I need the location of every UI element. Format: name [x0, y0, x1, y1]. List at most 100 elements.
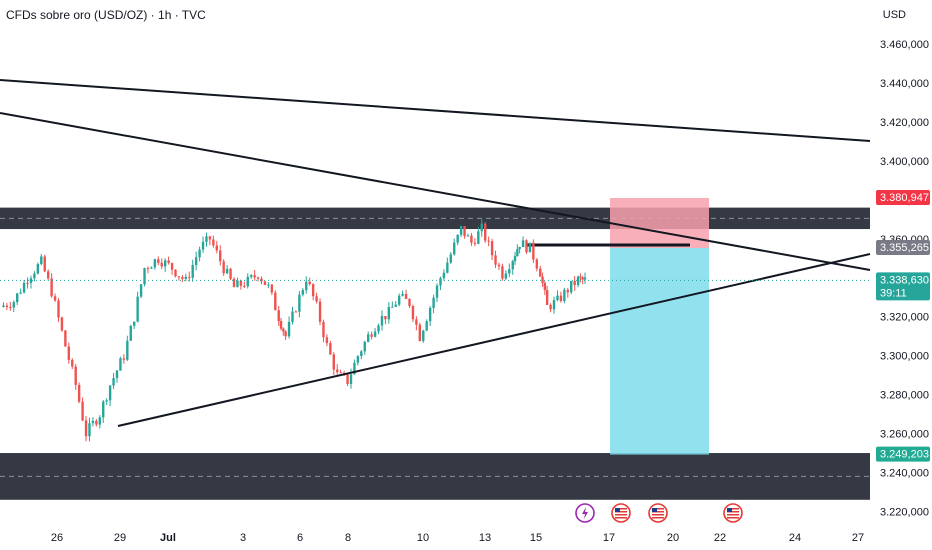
candle	[387, 307, 391, 320]
price-tag	[876, 240, 930, 256]
y-tick-label: 3.300,000	[880, 351, 929, 363]
candle	[543, 282, 547, 291]
candle	[170, 263, 174, 270]
x-tick-label: 29	[114, 532, 126, 544]
candle	[184, 276, 188, 279]
upper-descending-1[interactable]	[0, 79, 871, 142]
candle	[84, 420, 88, 437]
y-tick-label: 3.280,000	[880, 390, 929, 402]
candle	[521, 240, 525, 247]
flag-stripe	[727, 511, 739, 513]
candle	[29, 278, 33, 283]
upper-descending-2[interactable]	[0, 112, 871, 271]
candle	[453, 242, 456, 255]
candle	[459, 226, 463, 235]
candle	[222, 261, 225, 274]
us-flag-icon[interactable]	[611, 503, 631, 523]
candle	[119, 358, 122, 371]
us-flag-icon[interactable]	[648, 503, 668, 523]
candle	[12, 302, 15, 308]
candle	[394, 304, 397, 307]
candle	[19, 292, 22, 294]
price-tag-label: 3.338,630	[880, 274, 929, 286]
candle	[67, 346, 71, 360]
price-tag-label: 3.380,947	[880, 192, 929, 204]
candle	[188, 276, 191, 278]
candle	[559, 295, 563, 302]
price-tag	[876, 272, 930, 301]
candle	[508, 269, 511, 274]
flag-stripe	[652, 517, 664, 519]
x-tick-label: 20	[667, 532, 679, 544]
candle	[532, 242, 535, 260]
candle	[274, 292, 277, 311]
candle	[136, 296, 139, 322]
candle	[573, 280, 576, 286]
candle	[356, 356, 360, 363]
candle	[353, 362, 356, 375]
candle	[267, 284, 270, 286]
x-tick-label: 27	[852, 532, 864, 544]
candle	[367, 334, 370, 342]
candle	[428, 307, 432, 322]
candle	[133, 321, 136, 326]
candle	[284, 331, 287, 337]
candle	[490, 241, 494, 256]
candle	[415, 319, 418, 325]
candle	[46, 271, 50, 279]
candle	[36, 264, 40, 274]
candle	[501, 266, 504, 279]
candle	[570, 280, 573, 293]
flag-stripe	[652, 508, 664, 510]
flag-stripe	[727, 517, 739, 519]
candle	[470, 235, 473, 243]
candle	[308, 281, 311, 285]
candle	[157, 259, 160, 263]
candle	[581, 277, 584, 280]
ascending-support[interactable]	[117, 253, 871, 427]
candle	[556, 295, 559, 301]
x-tick-label: 8	[345, 532, 351, 544]
flag-stripe	[615, 514, 627, 516]
candle	[246, 276, 249, 287]
candle	[336, 369, 339, 373]
candle	[236, 280, 239, 288]
candle	[64, 330, 67, 347]
flag-stripe	[727, 514, 739, 516]
candle	[150, 267, 153, 269]
candle	[513, 256, 517, 262]
candle	[329, 343, 332, 355]
candle	[332, 354, 335, 370]
candle	[315, 296, 318, 302]
candle	[53, 296, 57, 301]
candle	[201, 241, 205, 250]
candle	[129, 325, 132, 341]
candle	[277, 310, 280, 322]
flag-canton	[727, 508, 732, 512]
candle	[112, 378, 115, 386]
candle	[115, 370, 119, 379]
candle	[74, 366, 77, 385]
take-profit-zone[interactable]	[610, 248, 709, 455]
candle	[91, 420, 95, 424]
candle	[528, 242, 532, 253]
flag-stripe	[615, 508, 627, 510]
candle	[102, 401, 105, 418]
us-flag-icon[interactable]	[723, 503, 743, 523]
candle	[177, 276, 181, 278]
y-tick-label: 3.320,000	[880, 312, 929, 324]
candle	[139, 284, 143, 297]
candle	[126, 340, 129, 360]
candle	[60, 317, 64, 331]
candle	[174, 269, 177, 277]
countdown-label: 39:11	[880, 287, 907, 299]
candle	[494, 255, 497, 265]
candle	[318, 301, 322, 322]
candle	[108, 385, 112, 401]
candle	[143, 268, 146, 285]
flag-stripe	[652, 511, 664, 513]
x-tick-label: 24	[789, 532, 801, 544]
stop-loss-zone[interactable]	[610, 197, 709, 249]
